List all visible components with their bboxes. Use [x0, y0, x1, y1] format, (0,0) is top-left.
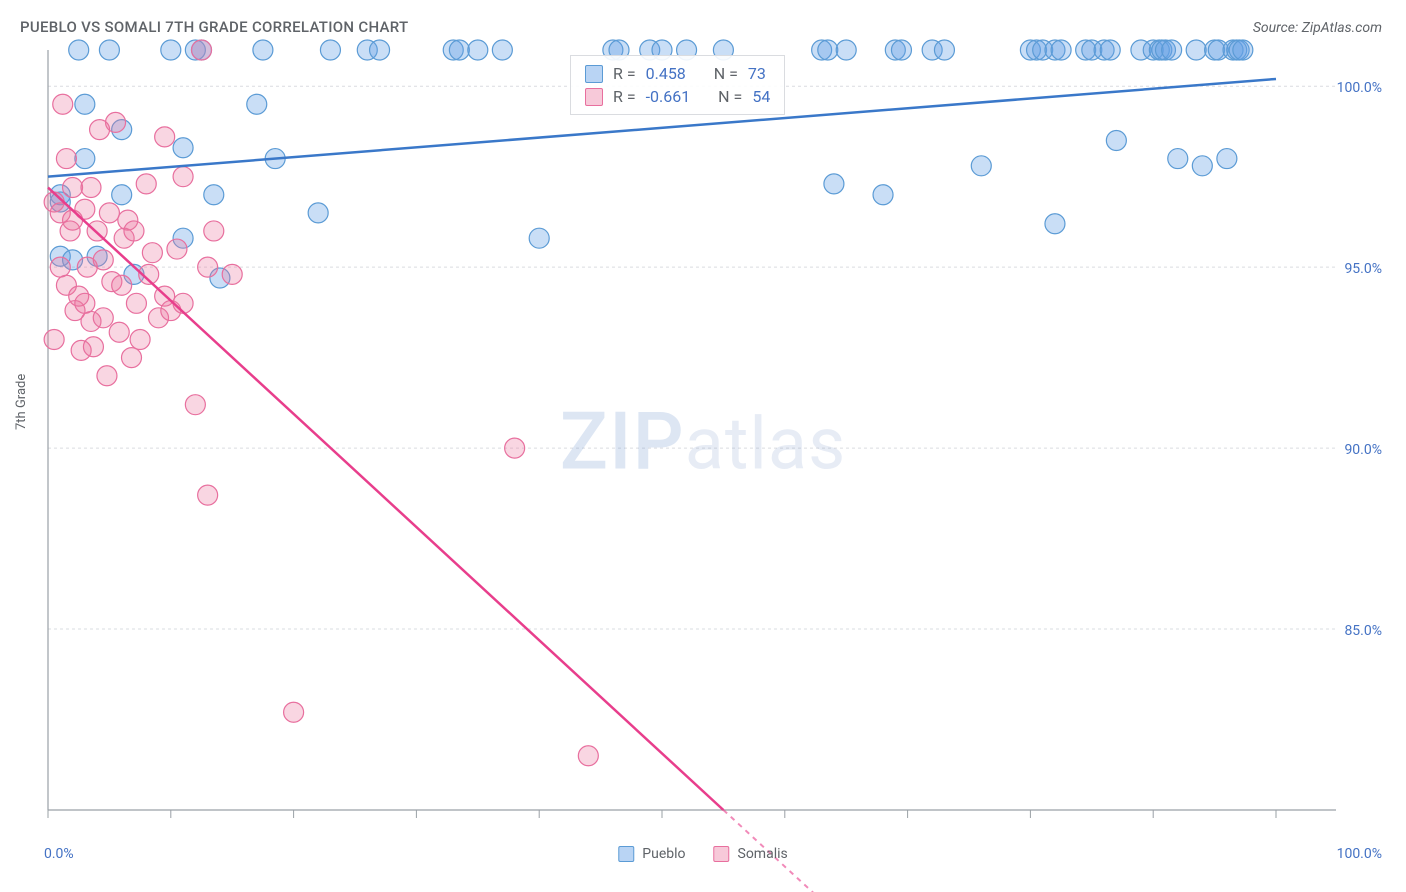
n-value-pueblo: 73 — [748, 64, 766, 83]
legend-item-somalis[interactable]: Somalis — [714, 846, 788, 862]
y-tick-90: 90.0% — [1344, 442, 1382, 458]
stats-swatch-pueblo — [585, 65, 603, 83]
legend-label-pueblo: Pueblo — [642, 846, 685, 862]
legend-label-somalis: Somalis — [738, 846, 788, 862]
correlation-stats-box: R = 0.458 N = 73 R = -0.661 N = 54 — [570, 55, 785, 115]
n-label: N = — [714, 64, 738, 83]
r-value-somalis: -0.661 — [646, 87, 691, 106]
y-tick-100: 100.0% — [1337, 80, 1382, 96]
r-value-pueblo: 0.458 — [646, 64, 686, 83]
stats-swatch-somalis — [585, 88, 603, 106]
r-label: R = — [613, 64, 636, 83]
n-value-somalis: 54 — [752, 87, 770, 106]
chart-container: PUEBLO VS SOMALI 7TH GRADE CORRELATION C… — [0, 0, 1406, 892]
legend-swatch-somalis — [714, 846, 730, 862]
legend-swatch-pueblo — [618, 846, 634, 862]
y-tick-95: 95.0% — [1344, 261, 1382, 277]
legend-item-pueblo[interactable]: Pueblo — [618, 846, 685, 862]
x-tick-100: 100.0% — [1337, 846, 1382, 862]
y-tick-85: 85.0% — [1344, 623, 1382, 639]
n-label: N = — [718, 87, 742, 106]
stats-row-pueblo: R = 0.458 N = 73 — [585, 62, 770, 85]
r-label: R = — [613, 87, 636, 106]
x-tick-0: 0.0% — [44, 846, 74, 862]
scatter-plot — [0, 0, 1406, 892]
stats-row-somalis: R = -0.661 N = 54 — [585, 85, 770, 108]
legend: Pueblo Somalis — [618, 846, 787, 862]
